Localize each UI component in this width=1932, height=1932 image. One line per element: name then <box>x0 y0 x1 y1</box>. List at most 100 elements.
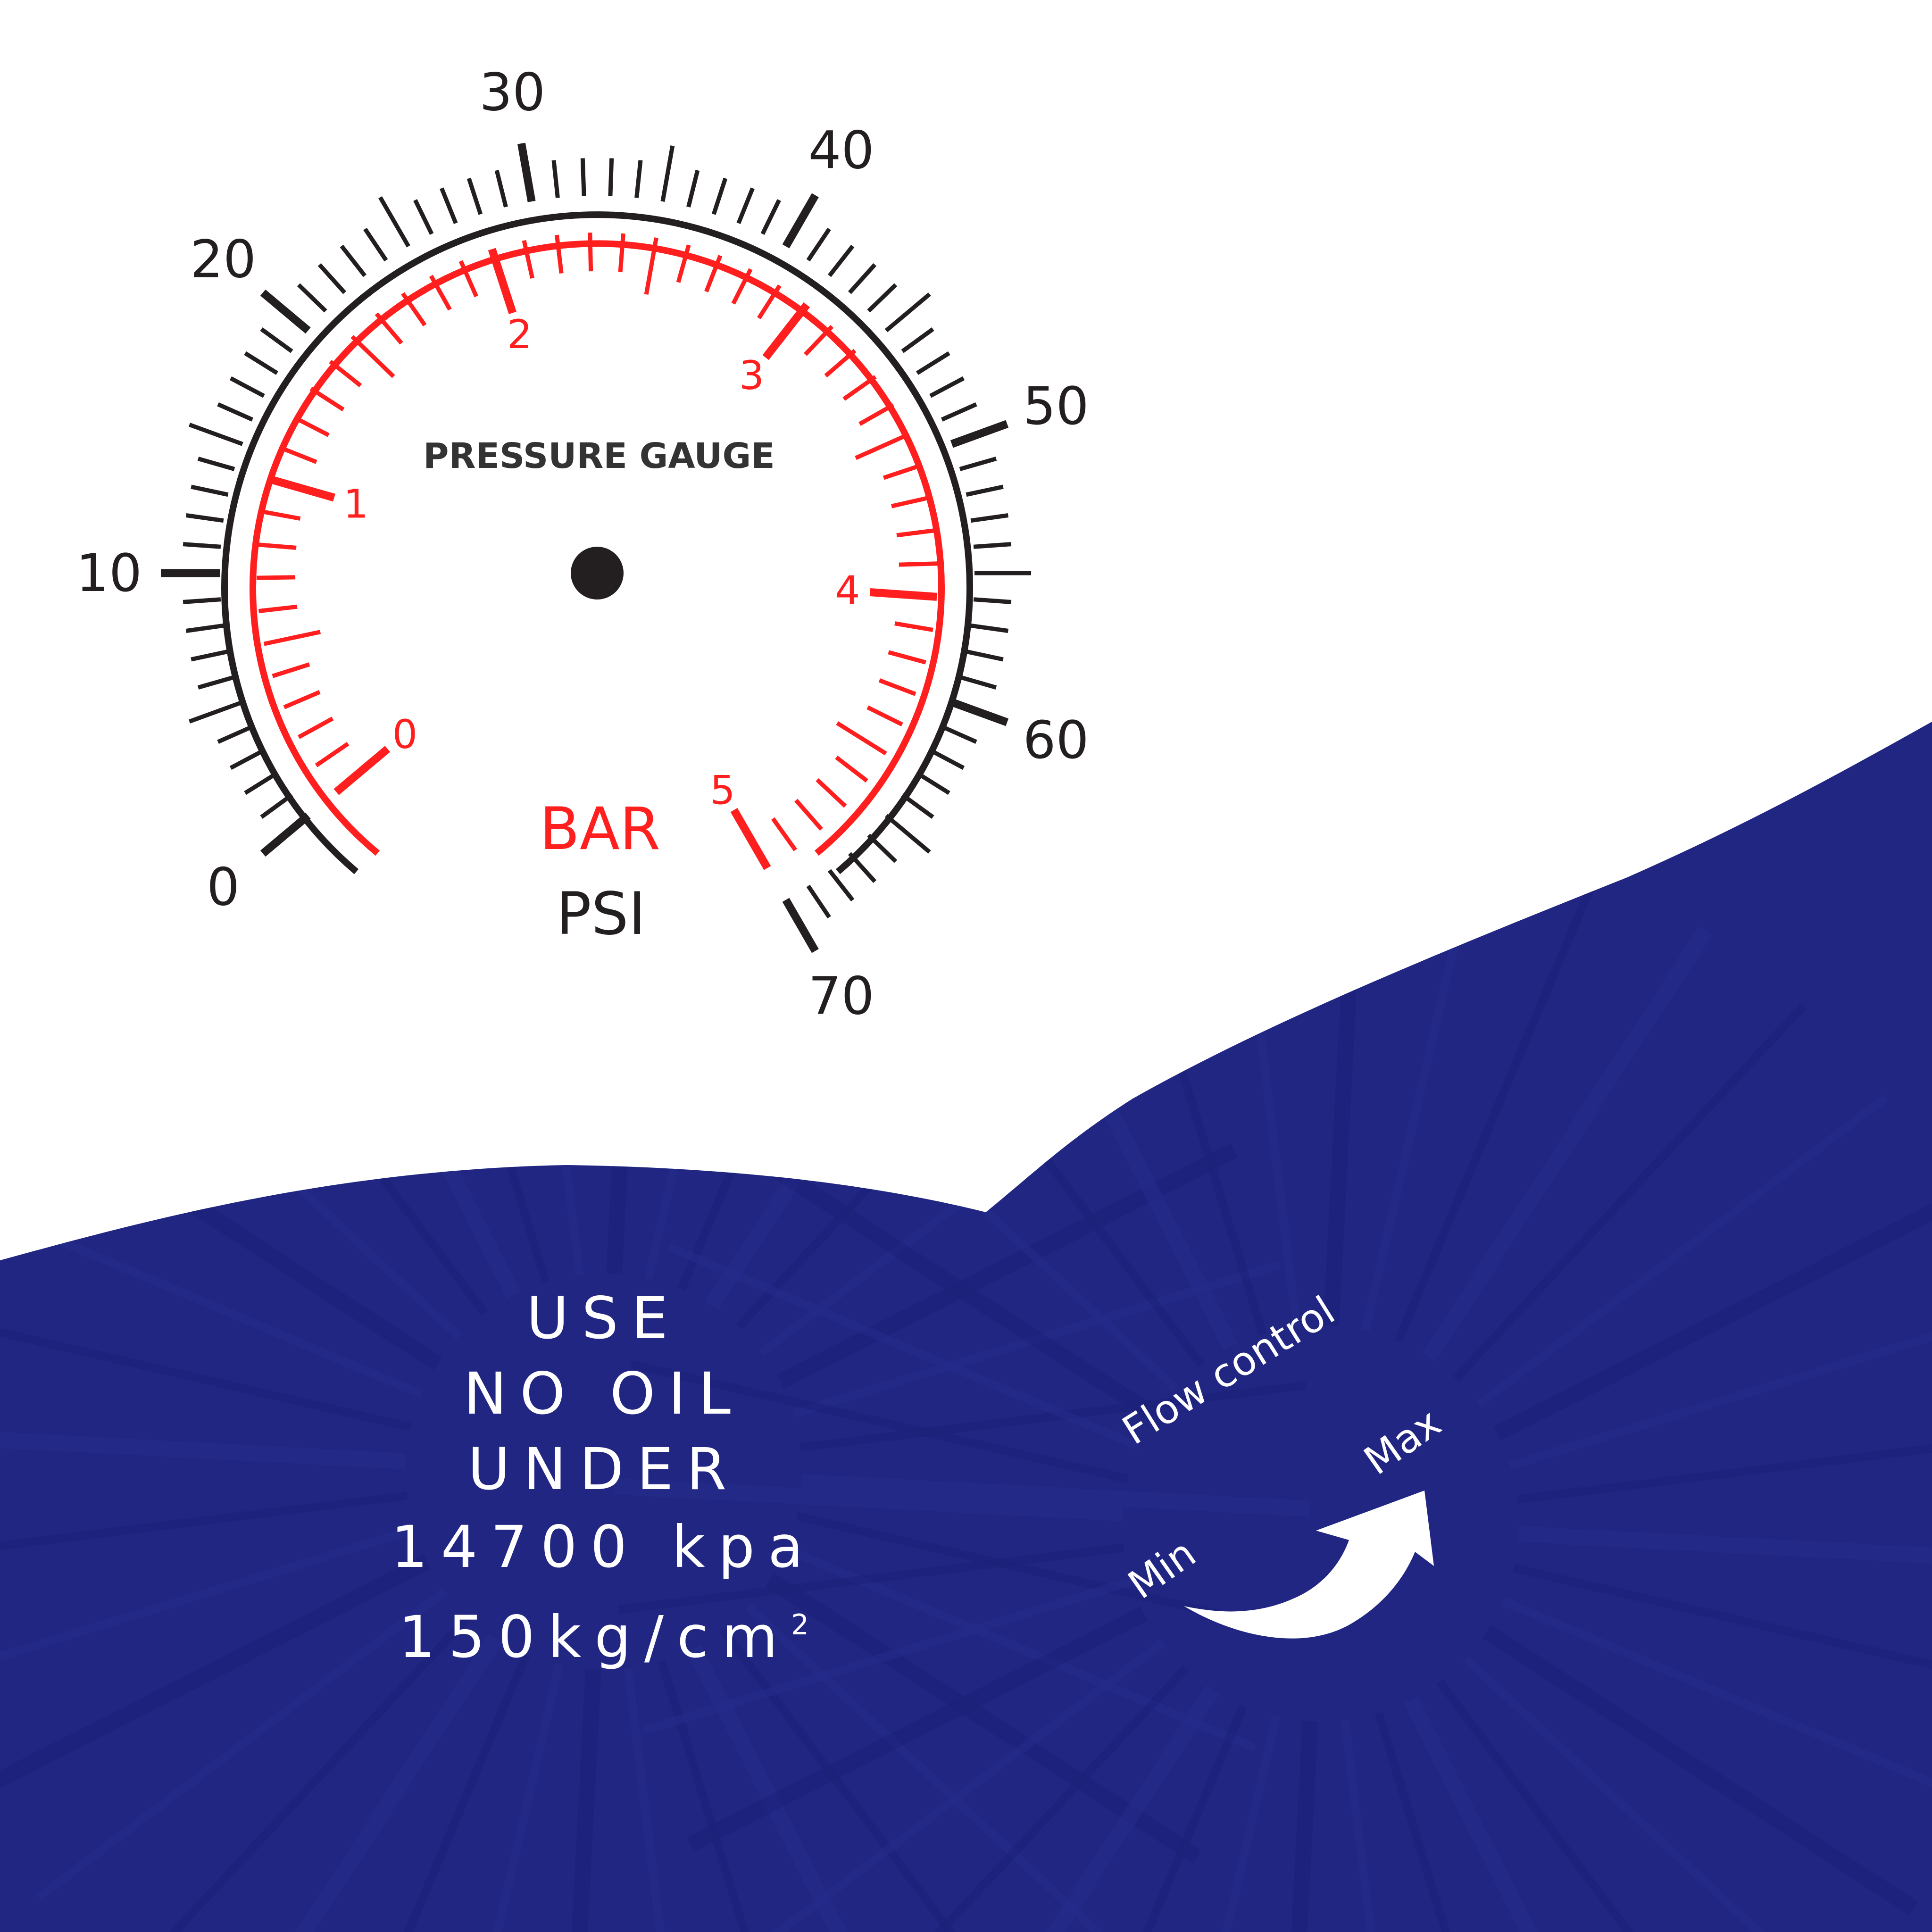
psi-tick <box>916 771 950 795</box>
background-streak <box>630 1360 1129 1483</box>
psi-tick <box>244 351 278 375</box>
bar-label: 1 <box>343 481 368 527</box>
bar-tick <box>835 755 868 783</box>
psi-tick <box>966 649 1004 662</box>
bar-tick <box>894 621 933 632</box>
psi-tick <box>884 292 931 333</box>
background-streak <box>1501 1597 1932 1804</box>
bar-tick <box>883 463 921 480</box>
bar-tick <box>293 415 330 437</box>
psi-tick <box>183 597 221 604</box>
background-streak <box>835 1666 1189 1932</box>
background-streak <box>1452 1003 1807 1382</box>
psi-tick <box>782 193 819 249</box>
psi-tick <box>736 187 755 224</box>
psi-tick <box>191 484 229 497</box>
psi-outer-arc <box>221 211 973 874</box>
background-streak <box>118 1614 472 1932</box>
bar-tick <box>329 359 362 388</box>
bar-tick <box>896 528 935 538</box>
psi-tick <box>950 420 1009 448</box>
bar-tick <box>280 446 317 464</box>
psi-tick <box>827 244 855 277</box>
psi-tick <box>966 484 1004 497</box>
bar-tick <box>644 237 658 295</box>
bar-tick <box>257 575 296 580</box>
psi-tick <box>973 597 1012 604</box>
flow-max-label: Max <box>1356 1399 1449 1484</box>
bar-tick <box>842 375 877 401</box>
psi-label: 0 <box>207 857 240 917</box>
psi-tick <box>973 542 1012 549</box>
psi-tick <box>297 283 327 313</box>
warning-line-no-oil: NO OIL <box>463 1360 744 1427</box>
flow-min-label: Min <box>1120 1530 1204 1608</box>
background-streak <box>0 1554 431 1800</box>
psi-tick <box>848 263 877 294</box>
bar-tick <box>588 233 593 272</box>
psi-tick <box>760 199 781 235</box>
blue-panel-shape <box>0 722 1932 1932</box>
psi-tick <box>901 327 934 353</box>
bar-tick <box>866 705 903 727</box>
background-streak <box>0 1426 407 1469</box>
bar-tick <box>731 268 753 305</box>
psi-tick <box>970 623 1009 633</box>
background-streak <box>1493 1195 1932 1441</box>
bar-tick <box>350 335 395 378</box>
bar-tick <box>333 746 391 795</box>
psi-tick <box>634 160 643 198</box>
bar-tick <box>283 690 321 709</box>
background-streak <box>753 1639 1166 1932</box>
psi-tick <box>901 793 934 819</box>
background-streak <box>1516 1433 1932 1504</box>
psi-tick <box>185 513 224 523</box>
psi-tick <box>413 199 434 235</box>
bar-tick <box>816 778 847 808</box>
bar-tick <box>891 495 930 508</box>
psi-scale-ticks <box>161 142 1031 953</box>
background-streak <box>746 1603 1124 1932</box>
psi-tick <box>260 327 293 353</box>
psi-tick <box>711 177 728 215</box>
psi-label: 70 <box>808 966 874 1026</box>
bar-tick <box>757 284 782 320</box>
bar-tick <box>522 240 534 279</box>
psi-tick <box>197 675 235 690</box>
background-streak <box>1394 870 1601 1343</box>
psi-tick <box>941 402 977 422</box>
psi-tick <box>217 402 254 422</box>
bar-tick <box>555 234 564 274</box>
background-streak <box>1482 1624 1919 1916</box>
psi-tick <box>916 351 950 375</box>
psi-tick <box>580 158 586 196</box>
bar-tick <box>858 403 895 426</box>
bar-tick <box>315 741 350 767</box>
bar-tick <box>263 630 321 646</box>
psi-tick <box>440 187 458 224</box>
psi-tick <box>494 170 508 208</box>
psi-tick <box>929 376 965 398</box>
psi-label: 40 <box>808 120 874 181</box>
bar-tick <box>899 561 938 567</box>
bar-tick <box>272 662 310 678</box>
background-streak <box>719 1627 1033 1932</box>
bar-tick <box>268 475 335 502</box>
bar-scale-ticks <box>257 233 938 870</box>
psi-tick <box>867 283 898 313</box>
psi-tick <box>466 177 483 215</box>
psi-tick <box>191 649 229 662</box>
bar-tick <box>794 799 823 831</box>
bar-tick <box>262 509 301 521</box>
psi-label: 50 <box>1023 376 1089 436</box>
psi-tick <box>260 812 311 857</box>
psi-tick <box>217 724 254 744</box>
warning-superscript: 2 <box>791 1608 809 1641</box>
background-streak <box>928 1685 1220 1932</box>
psi-tick <box>188 423 243 446</box>
psi-tick <box>363 227 388 262</box>
psi-tick <box>340 244 367 277</box>
